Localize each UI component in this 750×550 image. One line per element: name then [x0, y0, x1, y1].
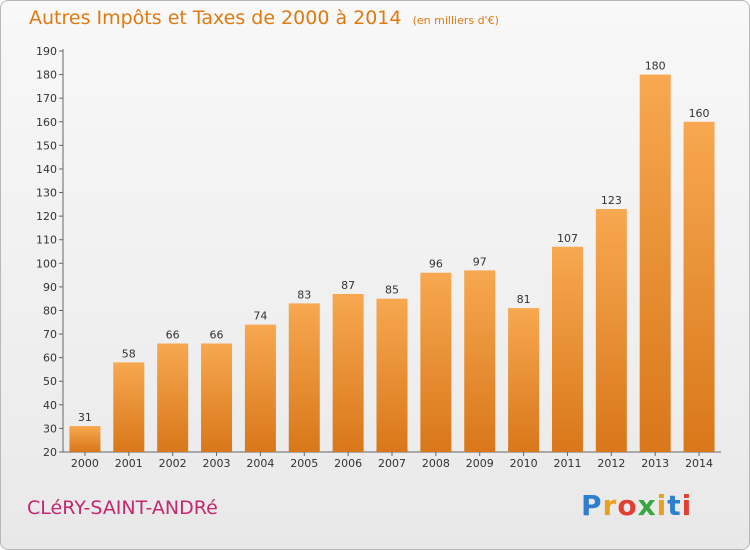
bar-2008	[420, 272, 452, 452]
x-tick-label-2008: 2008	[422, 457, 450, 470]
chart-title: Autres Impôts et Taxes de 2000 à 2014	[29, 7, 402, 29]
y-tick-label: 160	[36, 116, 57, 129]
y-tick-label: 150	[36, 139, 57, 152]
logo-letter: t	[667, 489, 682, 522]
bar-2001	[113, 362, 145, 452]
x-tick-label-2007: 2007	[378, 457, 406, 470]
y-tick-label: 100	[36, 257, 57, 270]
y-tick-label: 80	[43, 304, 57, 317]
y-tick-label: 90	[43, 281, 57, 294]
y-tick-label: 110	[36, 234, 57, 247]
commune-name: CLéRY-SAINT-ANDRé	[27, 497, 218, 519]
x-tick-label-2000: 2000	[71, 457, 99, 470]
bar-2013	[639, 74, 671, 453]
y-tick-label: 50	[43, 375, 57, 388]
data-label-2012: 123	[601, 194, 622, 207]
bar-2006	[332, 293, 364, 452]
data-label-2000: 31	[78, 411, 92, 424]
y-tick-label: 130	[36, 187, 57, 200]
y-tick-label: 30	[43, 422, 57, 435]
data-label-2001: 58	[122, 347, 136, 360]
data-label-2002: 66	[166, 328, 180, 341]
data-label-2003: 66	[210, 328, 224, 341]
bar-2000	[69, 426, 101, 452]
bars: 31 58 66 66 74 83 87 85 96 97 81 107 123 180 160	[69, 60, 715, 453]
logo-letter: x	[637, 489, 657, 522]
bar-2007	[376, 298, 408, 452]
logo-letter: P	[581, 489, 603, 522]
y-tick-label: 20	[43, 446, 57, 459]
x-tick-label-2001: 2001	[115, 457, 143, 470]
x-tick-label-2013: 2013	[641, 457, 669, 470]
x-tick-label-2004: 2004	[246, 457, 274, 470]
proxiti-logo: Proxiti	[581, 489, 692, 522]
chart-subtitle: (en milliers d'€)	[412, 14, 499, 27]
bar-2012	[595, 209, 627, 452]
y-tick-label: 40	[43, 399, 57, 412]
logo-letter: o	[617, 489, 638, 522]
x-tick-label-2002: 2002	[159, 457, 187, 470]
logo-letter: i	[681, 489, 693, 522]
x-tick-label-2009: 2009	[466, 457, 494, 470]
data-label-2006: 87	[341, 279, 355, 292]
bar-2005	[288, 303, 320, 452]
y-tick-label: 190	[36, 45, 57, 58]
x-tick-label-2006: 2006	[334, 457, 362, 470]
bar-2014	[683, 121, 715, 452]
bar-2011	[551, 246, 583, 452]
logo-letter: r	[602, 489, 618, 522]
data-label-2005: 83	[297, 288, 311, 301]
data-label-2007: 85	[385, 284, 399, 297]
x-tick-label-2014: 2014	[685, 457, 713, 470]
bar-2002	[157, 343, 189, 452]
x-tick-label-2011: 2011	[553, 457, 581, 470]
y-tick-label: 140	[36, 163, 57, 176]
x-tick-label-2003: 2003	[203, 457, 231, 470]
data-label-2010: 81	[517, 293, 531, 306]
data-label-2013: 180	[645, 60, 666, 73]
x-tick-label-2010: 2010	[510, 457, 538, 470]
data-label-2008: 96	[429, 258, 443, 271]
title-line: Autres Impôts et Taxes de 2000 à 2014 (e…	[29, 7, 499, 29]
y-tick-label: 70	[43, 328, 57, 341]
bar-2003	[201, 343, 233, 452]
y-tick-label: 170	[36, 92, 57, 105]
x-tick-label-2005: 2005	[290, 457, 318, 470]
data-label-2009: 97	[473, 255, 487, 268]
data-label-2011: 107	[557, 232, 578, 245]
data-label-2014: 160	[689, 107, 710, 120]
logo-letter: i	[656, 489, 668, 522]
y-tick-label: 120	[36, 210, 57, 223]
y-tick-label: 180	[36, 69, 57, 82]
y-tick-label: 60	[43, 352, 57, 365]
x-tick-label-2012: 2012	[597, 457, 625, 470]
bar-2009	[464, 270, 496, 452]
x-axis: 2000 2001 2002 2003 2004 2005 2006 2007 2008 2009…	[71, 452, 713, 470]
bar-2010	[508, 308, 540, 452]
bar-2004	[244, 324, 276, 452]
data-label-2004: 74	[253, 310, 267, 323]
